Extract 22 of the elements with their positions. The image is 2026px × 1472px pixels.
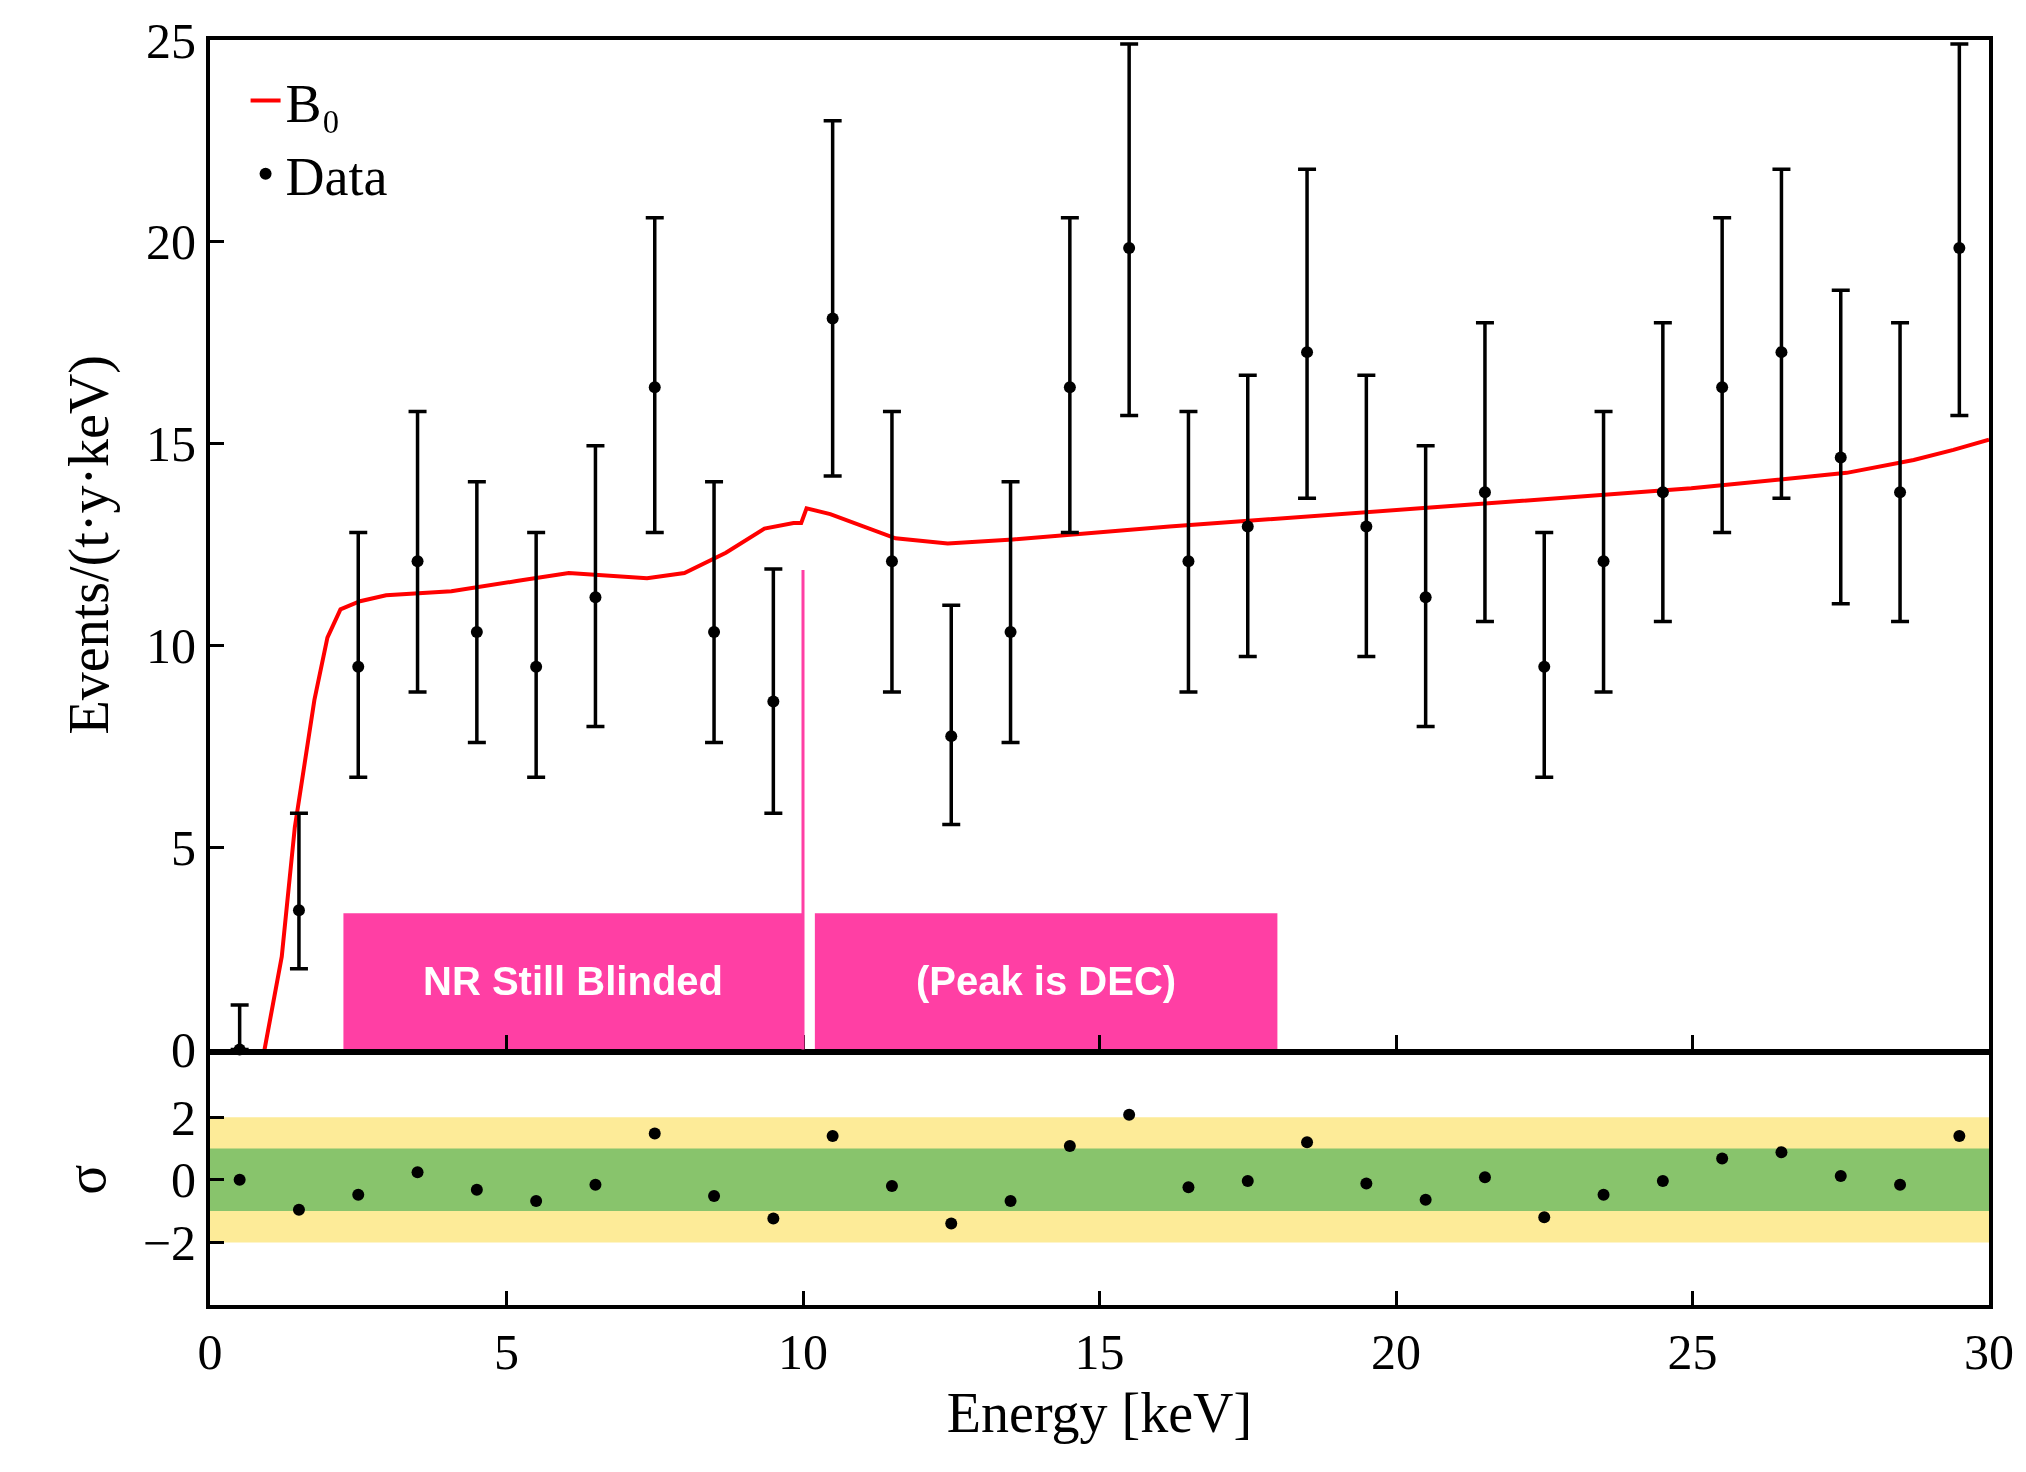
y-axis-title: Events/(t·y·keV) bbox=[58, 355, 122, 735]
x-tick-label: 30 bbox=[1964, 1324, 2014, 1380]
y-axis-title: σ bbox=[55, 1164, 118, 1195]
y-tick-label: 10 bbox=[146, 618, 196, 675]
band-label: NR Still Blinded bbox=[423, 959, 723, 1003]
legend-label: B₀ bbox=[285, 73, 341, 134]
y-tick-label: −2 bbox=[142, 1214, 196, 1271]
x-tick-label: 5 bbox=[494, 1324, 519, 1380]
y-tick-label: 25 bbox=[146, 12, 196, 69]
y-tick-label: 0 bbox=[171, 1152, 196, 1209]
x-tick-label: 10 bbox=[778, 1324, 828, 1380]
x-axis-title: Energy [keV] bbox=[946, 1382, 1253, 1445]
y-tick-label: 2 bbox=[171, 1089, 196, 1146]
x-tick-label: 25 bbox=[1667, 1324, 1718, 1380]
y-tick-label: 0 bbox=[171, 1021, 196, 1078]
band-label: (Peak is DEC) bbox=[916, 959, 1177, 1003]
x-tick-label: 15 bbox=[1074, 1324, 1125, 1380]
x-tick-label: 20 bbox=[1371, 1324, 1421, 1380]
legend-label: Data bbox=[285, 146, 388, 207]
y-tick-label: 5 bbox=[171, 820, 196, 877]
y-tick-label: 20 bbox=[146, 214, 196, 271]
y-tick-label: 15 bbox=[146, 416, 196, 473]
